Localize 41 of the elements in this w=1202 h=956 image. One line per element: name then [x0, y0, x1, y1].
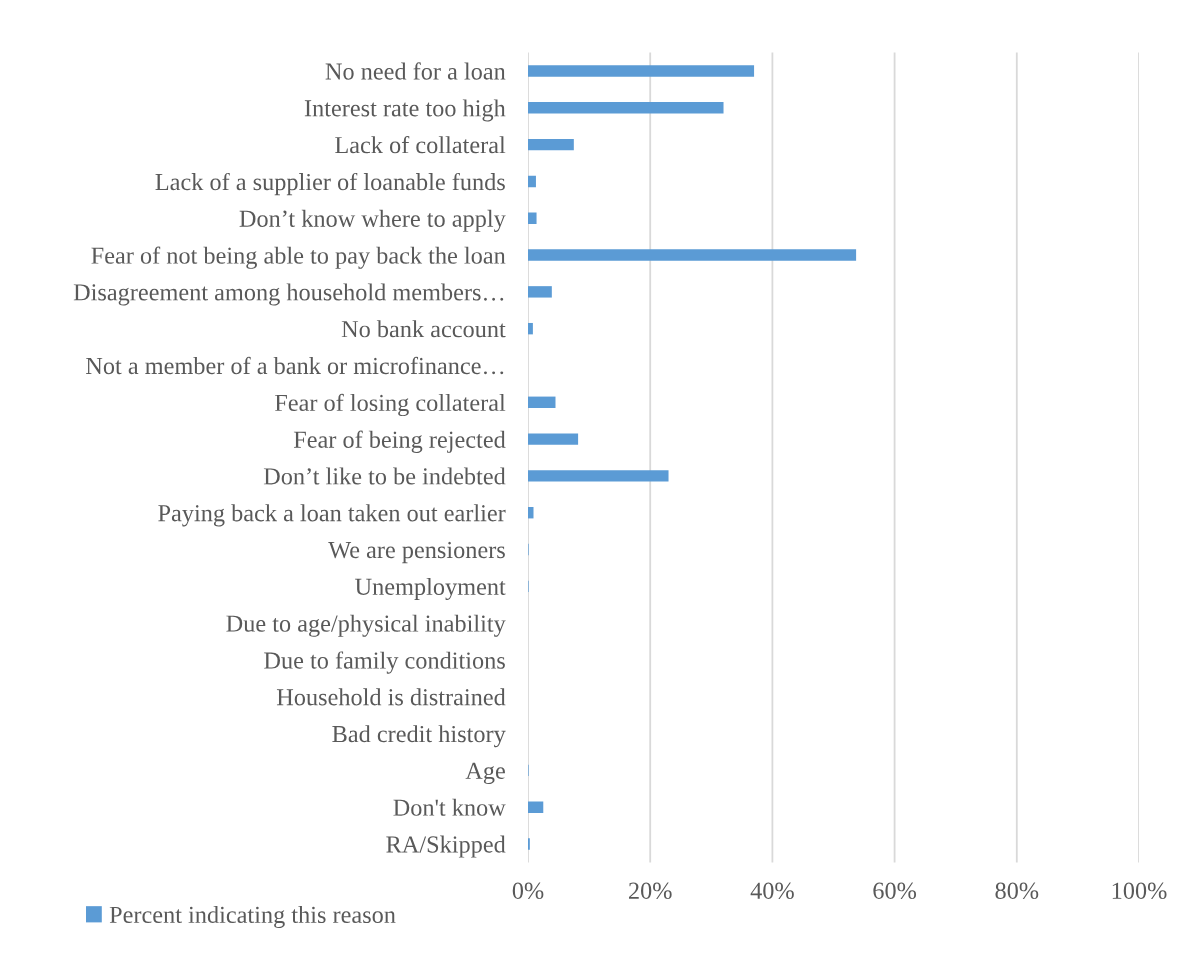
y-tick-label: Fear of losing collateral — [274, 393, 506, 417]
bar — [528, 801, 544, 813]
x-tick-label: 20% — [628, 882, 672, 900]
y-tick-label: Fear of not being able to pay back the loan — [91, 246, 506, 269]
bar — [528, 212, 537, 224]
y-tick-label: Lack of a supplier of loanable funds — [155, 172, 505, 196]
x-tick-label: 80% — [995, 882, 1039, 900]
y-tick-label: Disagreement among household members… — [73, 283, 504, 306]
y-tick-label: Due to family conditions — [264, 651, 505, 674]
x-tick-label: 60% — [873, 882, 917, 900]
y-tick-label: Don’t know where to apply — [239, 209, 506, 232]
bar — [528, 138, 574, 151]
bar — [528, 433, 579, 445]
x-tick-label: 40% — [750, 882, 794, 900]
bar — [528, 322, 533, 335]
bar — [528, 249, 857, 261]
x-tick-label: 100% — [1112, 882, 1167, 900]
y-tick-label: No need for a loan — [325, 62, 506, 80]
y-tick-label: Not a member of a bank or microfinance… — [86, 356, 504, 375]
y-tick-label: Due to age/physical inability — [226, 614, 506, 637]
bar — [528, 470, 669, 482]
x-tick-label: 0% — [512, 882, 544, 900]
y-tick-label: Paying back a loan taken out earlier — [158, 504, 506, 527]
y-tick-label: Age — [465, 762, 505, 785]
y-tick-label: Fear of being rejected — [293, 430, 506, 453]
y-tick-label: Don't know — [393, 798, 506, 816]
bar — [528, 102, 724, 114]
y-tick-label: We are pensioners — [328, 541, 505, 564]
y-tick-label: Bad credit history — [332, 725, 506, 748]
y-tick-label: Lack of collateral — [335, 135, 506, 154]
y-tick-label: Household is distrained — [276, 688, 506, 706]
y-tick-label: Don’t like to be indebted — [263, 467, 506, 485]
y-tick-label: Interest rate too high — [304, 99, 506, 122]
legend-label: Percent indicating this reason — [109, 905, 396, 929]
bar — [528, 175, 536, 188]
bar — [528, 286, 552, 298]
y-tick-label: Unemployment — [355, 577, 506, 601]
y-tick-label: No bank account — [341, 320, 506, 338]
y-tick-label: RA/Skipped — [386, 835, 506, 858]
bar — [528, 396, 556, 408]
bar — [528, 65, 755, 77]
